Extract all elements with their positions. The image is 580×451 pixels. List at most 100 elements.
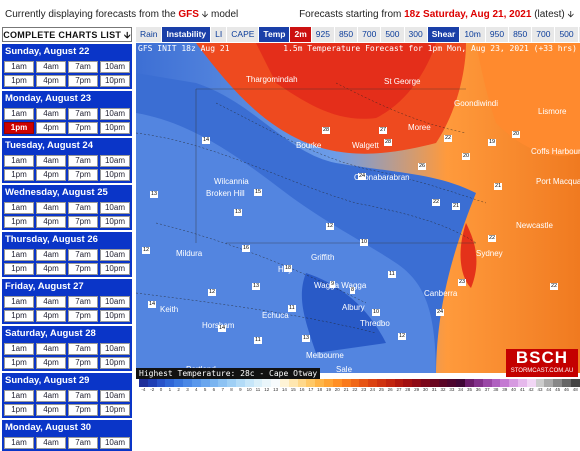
time-button[interactable]: 7pm	[68, 216, 98, 228]
time-button[interactable]: 7pm	[68, 310, 98, 322]
time-button[interactable]: 7am	[68, 296, 98, 308]
scale-tick-label: 38	[493, 387, 499, 392]
chart-tab[interactable]: LI	[211, 27, 228, 42]
time-button[interactable]: 10pm	[100, 169, 130, 181]
time-button[interactable]: 1pm	[4, 263, 34, 275]
chart-tab[interactable]: 300	[404, 27, 428, 42]
time-button[interactable]: 4am	[36, 155, 66, 167]
time-button[interactable]: 7pm	[68, 357, 98, 369]
place-label: Wagga Wagga	[314, 281, 367, 290]
model-dropdown-icon[interactable]: 🡫	[201, 9, 209, 19]
time-button[interactable]: 10am	[100, 202, 130, 214]
time-button[interactable]: 1am	[4, 108, 34, 120]
time-button[interactable]: 7am	[68, 343, 98, 355]
chart-tab[interactable]: 500	[381, 27, 405, 42]
time-button[interactable]: 1pm	[4, 216, 34, 228]
time-button[interactable]: 7am	[68, 61, 98, 73]
time-button[interactable]: 4am	[36, 437, 66, 449]
chart-tab[interactable]: 10m	[460, 27, 486, 42]
time-button[interactable]: 10am	[100, 61, 130, 73]
time-button[interactable]: 10am	[100, 296, 130, 308]
time-button[interactable]: 1am	[4, 249, 34, 261]
time-button[interactable]: 10pm	[100, 404, 130, 416]
time-button[interactable]: 1am	[4, 155, 34, 167]
temperature-value: 12	[398, 333, 407, 340]
chart-tab[interactable]: 500	[555, 27, 579, 42]
time-button[interactable]: 1am	[4, 390, 34, 402]
chart-tab[interactable]: 2m	[290, 27, 312, 42]
time-button[interactable]: 10pm	[100, 310, 130, 322]
scale-tick-label: 36	[475, 387, 481, 392]
time-button[interactable]: 4pm	[36, 263, 66, 275]
time-button[interactable]: 10am	[100, 108, 130, 120]
chart-tab[interactable]: 700	[532, 27, 556, 42]
time-button[interactable]: 10am	[100, 437, 130, 449]
chart-tab[interactable]: 925	[311, 27, 335, 42]
time-button[interactable]: 1pm	[4, 357, 34, 369]
time-button[interactable]: 1am	[4, 296, 34, 308]
time-button[interactable]: 4pm	[36, 216, 66, 228]
time-button[interactable]: 4am	[36, 343, 66, 355]
scale-colorbar	[139, 379, 580, 387]
time-button[interactable]: 1pm	[4, 404, 34, 416]
model-name[interactable]: GFS	[178, 9, 199, 20]
bsch-logo[interactable]: BSCH STORMCAST.COM.AU	[506, 349, 578, 377]
time-button[interactable]: 10pm	[100, 357, 130, 369]
time-button[interactable]: 7pm	[68, 169, 98, 181]
chart-tab[interactable]: Shear	[427, 27, 461, 42]
chart-tab[interactable]: 850	[334, 27, 359, 42]
time-button[interactable]: 1am	[4, 202, 34, 214]
chart-tab[interactable]: 950	[485, 27, 510, 42]
chart-tab[interactable]: Temp	[259, 27, 291, 42]
chart-tab[interactable]: Rain	[136, 27, 163, 42]
time-button-grid: 1am 4am 7am 10am 1pm 4pm 7pm 10pm	[2, 106, 132, 136]
time-button[interactable]: 10am	[100, 343, 130, 355]
chart-tab[interactable]: 700	[358, 27, 382, 42]
time-button[interactable]: 7pm	[68, 122, 98, 134]
time-button[interactable]: 10pm	[100, 122, 130, 134]
time-button[interactable]: 10pm	[100, 263, 130, 275]
time-button[interactable]: 1pm	[4, 75, 34, 87]
time-button[interactable]: 4pm	[36, 122, 66, 134]
run-time[interactable]: 18z Saturday, Aug 21, 2021	[404, 9, 532, 20]
time-button[interactable]: 10am	[100, 249, 130, 261]
time-button[interactable]: 4am	[36, 61, 66, 73]
time-button[interactable]: 4pm	[36, 357, 66, 369]
time-button[interactable]: 4pm	[36, 75, 66, 87]
time-button[interactable]: 4pm	[36, 404, 66, 416]
complete-charts-list-button[interactable]: COMPLETE CHARTS LIST 🡫	[2, 27, 132, 42]
time-button[interactable]: 10am	[100, 390, 130, 402]
temperature-value: 24	[358, 173, 367, 180]
place-label: Wilcannia	[214, 177, 249, 186]
time-button[interactable]: 4am	[36, 296, 66, 308]
time-button[interactable]: 1pm	[4, 310, 34, 322]
time-button[interactable]: 1am	[4, 437, 34, 449]
run-dropdown-icon[interactable]: 🡫	[567, 9, 574, 19]
time-button[interactable]: 1am	[4, 61, 34, 73]
time-button[interactable]: 1pm	[4, 122, 34, 134]
time-button[interactable]: 7am	[68, 437, 98, 449]
time-button[interactable]: 4am	[36, 202, 66, 214]
time-button[interactable]: 7am	[68, 155, 98, 167]
time-button[interactable]: 4am	[36, 249, 66, 261]
time-button[interactable]: 4am	[36, 390, 66, 402]
time-button[interactable]: 4pm	[36, 169, 66, 181]
time-button[interactable]: 10pm	[100, 75, 130, 87]
time-button[interactable]: 7am	[68, 249, 98, 261]
time-button[interactable]: 7am	[68, 390, 98, 402]
time-button[interactable]: 7am	[68, 202, 98, 214]
time-button[interactable]: 10am	[100, 155, 130, 167]
time-button[interactable]: 1pm	[4, 169, 34, 181]
time-button[interactable]: 7pm	[68, 263, 98, 275]
time-button[interactable]: 4pm	[36, 310, 66, 322]
chart-tab[interactable]: 850	[509, 27, 533, 42]
chart-tab[interactable]: CAPE	[227, 27, 260, 42]
time-button[interactable]: 7pm	[68, 75, 98, 87]
chart-tab[interactable]: Instability	[162, 27, 212, 42]
time-button[interactable]: 10pm	[100, 216, 130, 228]
time-button[interactable]: 1am	[4, 343, 34, 355]
time-button[interactable]: 4am	[36, 108, 66, 120]
chart-tab[interactable]: 300	[578, 27, 580, 42]
time-button[interactable]: 7am	[68, 108, 98, 120]
time-button[interactable]: 7pm	[68, 404, 98, 416]
